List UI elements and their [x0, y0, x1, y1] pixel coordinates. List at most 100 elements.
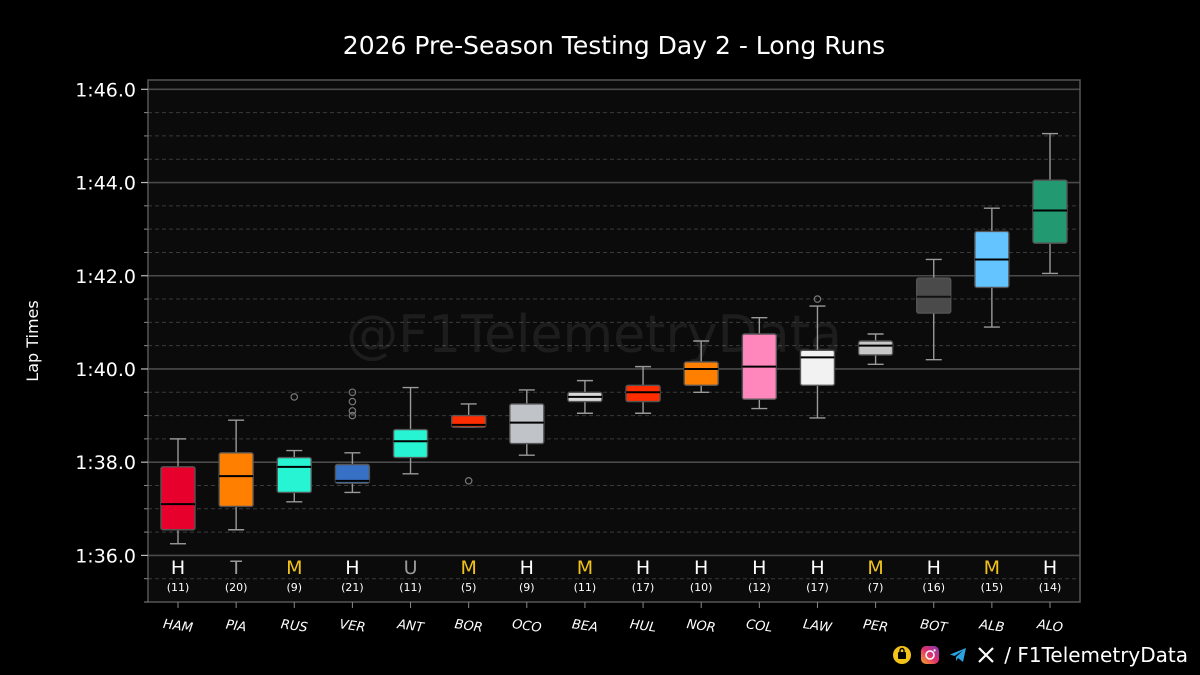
plot-area — [148, 80, 1080, 602]
x-tick-label: HUL — [629, 617, 657, 636]
box-per: M (7) — [857, 333, 894, 594]
footer-handle[interactable]: / F1TelemetryData — [1004, 643, 1188, 667]
x-tick-label: COL — [745, 617, 773, 636]
x-tick-label: RUS — [280, 617, 309, 636]
chart-title: 2026 Pre-Season Testing Day 2 - Long Run… — [343, 31, 885, 60]
compound-label: H — [810, 557, 824, 579]
y-axis: 1:36.0 1:38.0 1:40.0 1:42.0 1:44.0 1:46.0 — [75, 79, 148, 603]
compound-label: M — [984, 557, 1000, 579]
lap-count-label: (5) — [461, 581, 477, 594]
x-axis: HAM PIA RUS VER ANT BOR OCO BEA HUL NOR COL LAW PER B… — [162, 602, 1064, 636]
x-tick-label: ALO — [1035, 617, 1064, 636]
lap-count-label: (11) — [167, 581, 190, 594]
lap-count-label: (20) — [225, 581, 248, 594]
compound-label: H — [636, 557, 650, 579]
boxes: H (11) T (20) M (9) H (21) U (11) M (5) H (9) M (11) H (1… — [160, 132, 1068, 594]
footer: / F1TelemetryData — [892, 643, 1188, 667]
lap-count-label: (12) — [748, 581, 771, 594]
x-tick-label: ALB — [977, 617, 1005, 635]
lap-count-label: (21) — [341, 581, 364, 594]
x-tick-label: OCO — [511, 617, 542, 636]
compound-label: H — [752, 557, 766, 579]
box-bea: M (11) — [567, 379, 603, 594]
iqr-box — [334, 463, 371, 484]
box-pia: T (20) — [218, 419, 254, 594]
y-tick-label: 1:44.0 — [75, 173, 136, 195]
shop-icon[interactable] — [892, 645, 912, 665]
outlier-point — [348, 407, 357, 415]
compound-label: H — [927, 557, 941, 579]
lap-count-label: (17) — [806, 581, 829, 594]
box-alo: H (14) — [1032, 132, 1068, 594]
x-tick-label: NOR — [686, 617, 717, 636]
grid — [148, 88, 1080, 603]
iqr-box — [625, 384, 661, 403]
x-tick-label: BEA — [571, 617, 599, 635]
box-rus: M (9) — [276, 393, 312, 594]
x-tick-label: PER — [862, 617, 889, 635]
lap-count-label: (15) — [981, 581, 1004, 594]
iqr-box — [160, 466, 196, 531]
iqr-box — [509, 403, 545, 445]
telegram-icon[interactable] — [948, 645, 968, 665]
y-tick-label: 1:46.0 — [75, 79, 136, 101]
compound-label: M — [460, 557, 476, 579]
outlier-point — [348, 388, 357, 397]
instagram-icon[interactable] — [920, 645, 940, 665]
y-tick-label: 1:40.0 — [75, 359, 136, 381]
lap-count-label: (11) — [399, 581, 422, 594]
x-tick-label: PIA — [225, 618, 247, 636]
outlier-point — [290, 393, 299, 401]
x-tick-label: BOT — [919, 617, 949, 636]
iqr-box — [799, 349, 836, 386]
y-tick-label: 1:42.0 — [75, 266, 136, 288]
compound-label: M — [577, 557, 593, 579]
x-icon[interactable] — [976, 645, 996, 665]
box-hul: H (17) — [625, 365, 661, 594]
compound-label: M — [286, 557, 302, 579]
x-tick-label: LAW — [802, 617, 834, 636]
y-tick-label: 1:36.0 — [75, 545, 136, 567]
iqr-box — [276, 456, 312, 494]
box-col: H (12) — [741, 316, 778, 594]
box-ham: H (11) — [160, 438, 196, 594]
x-tick-label: VER — [338, 617, 366, 635]
iqr-box — [218, 452, 254, 508]
outlier-point — [464, 477, 473, 485]
iqr-box — [857, 340, 894, 356]
box-bot: H (16) — [916, 258, 952, 594]
lap-count-label: (11) — [574, 581, 597, 594]
box-ant: U (11) — [392, 386, 429, 594]
x-tick-label: ANT — [395, 617, 425, 636]
compound-label: H — [694, 557, 708, 579]
iqr-box — [916, 277, 952, 314]
compound-label: T — [229, 557, 242, 579]
lap-count-label: (17) — [632, 581, 655, 594]
lap-count-label: (14) — [1039, 581, 1062, 594]
box-law: H (17) — [799, 295, 836, 594]
x-tick-label: BOR — [454, 617, 484, 636]
lap-count-label: (16) — [922, 581, 945, 594]
outlier-point — [348, 411, 357, 420]
x-tick-label: HAM — [162, 617, 194, 636]
box-bor: M (5) — [450, 403, 487, 594]
box-oco: H (9) — [509, 389, 545, 594]
y-axis-label: Lap Times — [23, 300, 42, 381]
lap-count-label: (7) — [868, 581, 884, 594]
compound-label: H — [171, 557, 185, 579]
iqr-box — [392, 428, 429, 459]
outlier-point — [348, 397, 357, 406]
compound-label: U — [404, 557, 418, 579]
outlier-point — [813, 295, 822, 303]
compound-label: H — [520, 557, 534, 579]
lap-count-label: (10) — [690, 581, 713, 594]
compound-label: M — [867, 557, 883, 579]
lap-count-label: (9) — [286, 581, 302, 594]
compound-label: H — [1043, 557, 1057, 579]
lap-count-label: (9) — [519, 581, 535, 594]
y-tick-label: 1:38.0 — [75, 452, 136, 474]
box-ver: H (21) — [334, 388, 371, 594]
box-nor: H (10) — [683, 340, 719, 594]
compound-label: H — [345, 557, 359, 579]
